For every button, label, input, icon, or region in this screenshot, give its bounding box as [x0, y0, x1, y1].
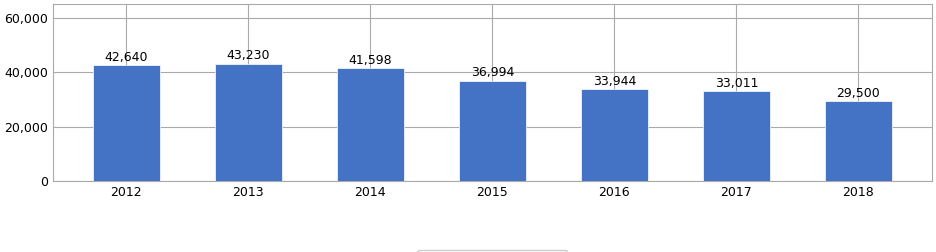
Bar	[93, 65, 160, 181]
Text: 42,640: 42,640	[105, 51, 148, 64]
Text: 33,011: 33,011	[714, 77, 758, 90]
Bar	[215, 64, 282, 181]
Text: 36,994: 36,994	[471, 67, 514, 79]
Bar	[337, 68, 404, 181]
Bar	[459, 81, 526, 181]
Legend: CO structural units: CO structural units	[417, 250, 567, 252]
Text: 43,230: 43,230	[227, 49, 271, 62]
Bar	[703, 91, 770, 181]
Text: 33,944: 33,944	[592, 75, 636, 88]
Text: 41,598: 41,598	[348, 54, 392, 67]
Text: 29,500: 29,500	[837, 87, 880, 100]
Bar	[825, 101, 892, 181]
Bar	[581, 89, 648, 181]
